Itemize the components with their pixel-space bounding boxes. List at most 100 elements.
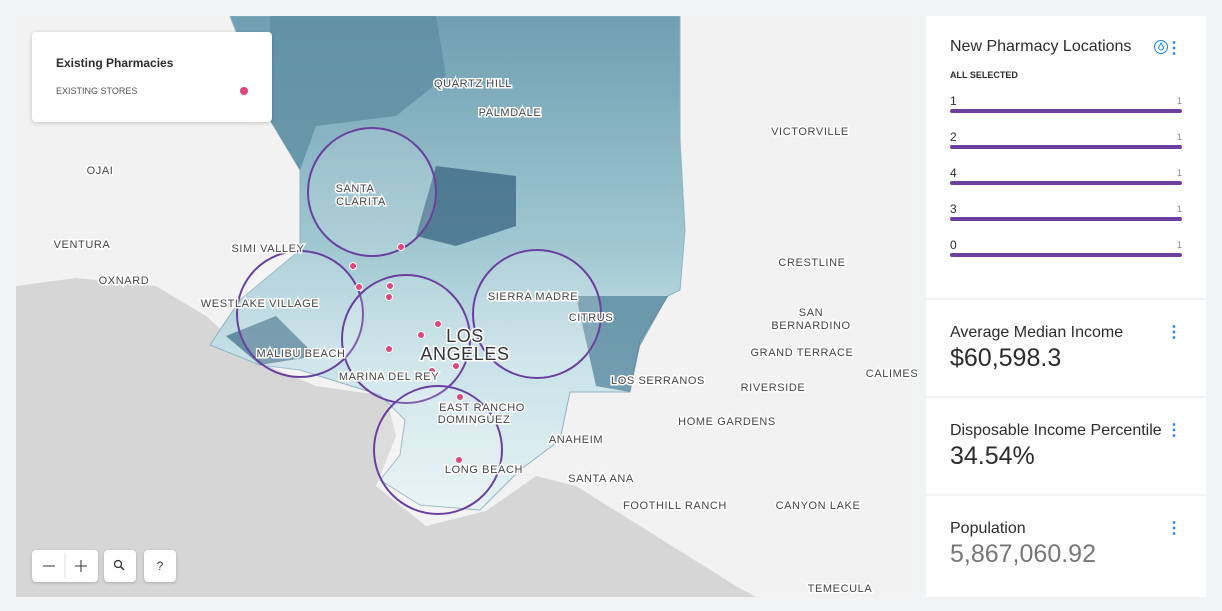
- region: [270, 16, 446, 170]
- place-label: CLARITA: [336, 196, 386, 208]
- widget-subtitle: ALL SELECTED: [950, 70, 1018, 80]
- legend-title: Existing Pharmacies: [56, 56, 174, 70]
- place-label: ANAHEIM: [549, 434, 603, 446]
- widget-value: 5,867,060.92: [950, 540, 1096, 568]
- store: [417, 331, 425, 339]
- place-label: LOS: [446, 326, 484, 346]
- widget-value: 34.54%: [950, 442, 1035, 470]
- trade-area: [236, 250, 364, 378]
- place-label: MARINA DEL REY: [339, 371, 439, 383]
- widget-value: $60,598.3: [950, 344, 1062, 372]
- category-bar: [950, 109, 1182, 113]
- zoom-in[interactable]: [75, 560, 87, 572]
- category-count: 1: [1176, 96, 1182, 106]
- widget-menu[interactable]: ⋮: [1166, 422, 1182, 439]
- legend-item: EXISTING STORES: [56, 86, 138, 96]
- region: [226, 316, 316, 365]
- place-label: CRESTLINE: [778, 257, 845, 269]
- place-label: FOOTHILL RANCH: [623, 500, 727, 512]
- place-label: SANTA: [336, 183, 375, 195]
- sea: [16, 278, 756, 597]
- place-label: QUARTZ HILL: [434, 78, 512, 90]
- category-bar: [950, 217, 1182, 221]
- place-label: CALIMESA: [866, 368, 917, 380]
- place-label: CANYON LAKE: [776, 500, 861, 512]
- store: [349, 262, 357, 270]
- legend: Existing Pharmacies EXISTING STORES: [32, 32, 272, 122]
- category-bar: [950, 253, 1182, 257]
- category-count: 1: [1176, 132, 1182, 142]
- category-count: 1: [1176, 168, 1182, 178]
- place-label: CITRUS: [569, 312, 614, 324]
- place-label: VICTORVILLE: [771, 126, 849, 138]
- place-label: TEMECULA: [808, 583, 873, 595]
- store: [434, 320, 442, 328]
- place-label: LONG BEACH: [445, 464, 523, 476]
- place-label: SANTA ANA: [568, 473, 634, 485]
- place-label: BERNARDINO: [771, 320, 850, 332]
- widget-title: New Pharmacy Locations: [950, 38, 1132, 55]
- place-label: HOME GARDENS: [678, 416, 776, 428]
- region: [416, 166, 516, 246]
- category-label: 1: [950, 94, 957, 108]
- place-label: EAST RANCHO: [439, 402, 525, 414]
- category-label: 4: [950, 166, 957, 180]
- category-label: 2: [950, 130, 957, 144]
- store: [455, 456, 463, 464]
- zoom-controls: [32, 550, 98, 582]
- widget-formula: Average Median Income ⋮ $60,598.3: [926, 300, 1206, 396]
- search-button[interactable]: [104, 550, 136, 582]
- place-label: SAN: [799, 307, 823, 319]
- place-label: PALMDALE: [479, 107, 542, 119]
- category-label: 3: [950, 202, 957, 216]
- widget-formula: Disposable Income Percentile ⋮ 34.54%: [926, 398, 1206, 494]
- widget-formula: Population ⋮ 5,867,060.92: [926, 496, 1206, 597]
- store: [456, 393, 464, 401]
- place-label: OJAI: [87, 165, 114, 177]
- category-bar: [950, 145, 1182, 149]
- place-label: VENTURA: [54, 239, 111, 251]
- place-label: MALIBU BEACH: [256, 348, 345, 360]
- category-label: 0: [950, 238, 957, 252]
- trade-area: [373, 385, 503, 515]
- place-label: WESTLAKE VILLAGE: [201, 298, 319, 310]
- place-label: SIMI VALLEY: [231, 243, 304, 255]
- widget-menu[interactable]: ⋮: [1166, 324, 1182, 341]
- place-label: RIVERSIDE: [741, 382, 806, 394]
- map[interactable]: QUARTZ HILLPALMDALEVICTORVILLEOJAISANTAC…: [16, 16, 917, 597]
- widget-menu[interactable]: ⋮: [1166, 40, 1182, 57]
- place-label: OXNARD: [99, 275, 150, 287]
- place-label: LOS SERRANOS: [611, 375, 705, 387]
- category-count: 1: [1176, 204, 1182, 214]
- widget-title: Disposable Income Percentile: [950, 422, 1162, 439]
- widget-title: Population: [950, 520, 1026, 537]
- place-label: ANGELES: [420, 344, 509, 364]
- search-icon: [113, 559, 125, 571]
- category-bar: [950, 181, 1182, 185]
- place-label: DOMINGUEZ: [438, 414, 511, 426]
- store: [397, 243, 405, 251]
- place-label: SIERRA MADRE: [488, 291, 578, 303]
- trade-area: [472, 249, 602, 379]
- trade-area: [307, 127, 437, 257]
- place-label: GRAND TERRACE: [751, 347, 854, 359]
- trade-area: [341, 274, 471, 404]
- store: [386, 282, 394, 290]
- category-count: 1: [1176, 240, 1182, 250]
- region: [576, 296, 668, 392]
- county: [209, 16, 686, 511]
- widget-menu[interactable]: ⋮: [1166, 520, 1182, 537]
- help-button[interactable]: ?: [144, 550, 176, 582]
- store: [385, 345, 393, 353]
- filter-icon[interactable]: [1153, 39, 1169, 55]
- widget-title: Average Median Income: [950, 324, 1124, 341]
- zoom-icons: [43, 554, 87, 578]
- legend-swatch: [240, 87, 248, 95]
